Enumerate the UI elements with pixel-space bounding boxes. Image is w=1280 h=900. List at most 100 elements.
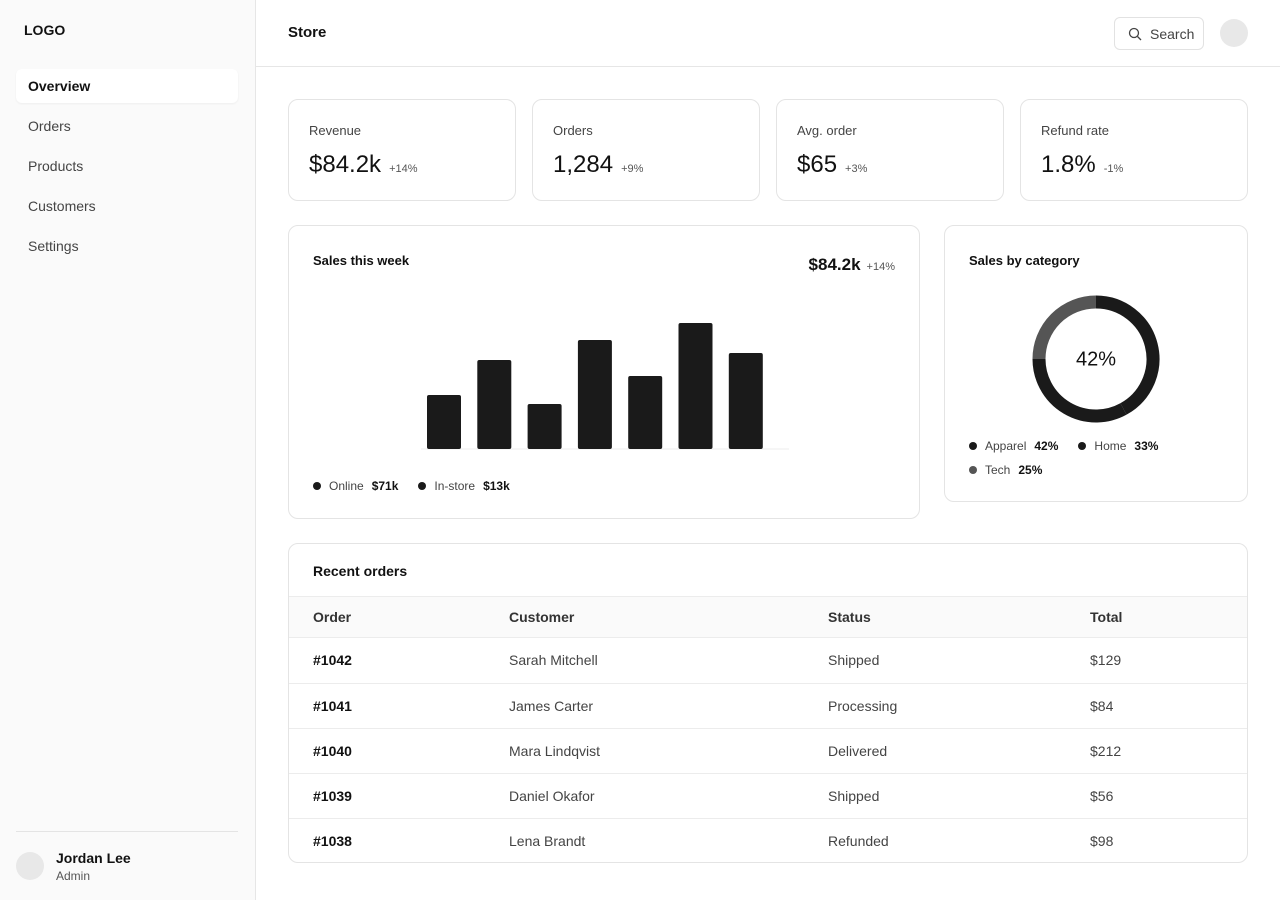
legend-dot xyxy=(969,466,977,474)
kpi-value: 1.8% xyxy=(1041,151,1096,178)
legend-value: 25% xyxy=(1018,463,1043,477)
bar xyxy=(527,404,562,449)
nav-item[interactable]: Products xyxy=(28,158,84,174)
table-cell: Delivered xyxy=(828,743,888,759)
legend-name: In-store xyxy=(434,479,476,493)
kpi-card: Refund rate 1.8% -1% xyxy=(1020,99,1248,201)
table-row[interactable]: #1041 James Carter Processing $84 xyxy=(289,683,1247,728)
kpi-card: Avg. order $65 +3% xyxy=(776,99,1004,201)
legend-value: 42% xyxy=(1034,439,1059,453)
kpi-change: +3% xyxy=(845,163,868,175)
table-cell: #1038 xyxy=(313,833,352,849)
kpi-value-row: $65 +3% xyxy=(797,151,867,179)
legend-dot xyxy=(1078,442,1087,450)
sales-total: $84.2k xyxy=(808,255,861,274)
table-row[interactable]: #1042 Sarah Mitchell Shipped $129 xyxy=(289,638,1247,683)
table-cell: $84 xyxy=(1090,698,1114,714)
sales-change: +14% xyxy=(866,261,895,273)
legend-name: Apparel xyxy=(985,439,1027,453)
sidebar: LOGO Overview Orders Products Customers Setti… xyxy=(0,0,256,900)
nav-item[interactable]: Overview xyxy=(16,69,238,103)
kpi-value-row: $84.2k +14% xyxy=(309,151,418,179)
legend-item: In-store $13k xyxy=(418,479,510,493)
search-button[interactable]: Search xyxy=(1114,17,1204,50)
table-header: Order Customer Status Total xyxy=(289,596,1247,638)
search-icon xyxy=(1128,27,1142,40)
kpi-value: $65 xyxy=(797,151,838,178)
table-cell: Processing xyxy=(828,698,898,714)
legend-value: $71k xyxy=(371,479,399,493)
table-row[interactable]: #1039 Daniel Okafor Shipped $56 xyxy=(289,773,1247,818)
category-legend: Apparel 42% Home 33% Tech 25% xyxy=(969,438,1199,478)
table-cell: Refunded xyxy=(828,833,889,849)
user-name: Jordan Lee xyxy=(56,850,131,866)
kpi-card: Orders 1,284 +9% xyxy=(532,99,760,201)
donut-segment xyxy=(1032,295,1097,360)
legend-name: Online xyxy=(329,479,364,493)
category-card: Sales by category 42% Apparel 42% Home 33% Tec… xyxy=(944,225,1248,502)
sales-total-row: $84.2k +14% xyxy=(809,255,895,275)
bar xyxy=(477,360,512,449)
legend-dot xyxy=(418,482,427,490)
table-cell: Lena Brandt xyxy=(509,833,586,849)
kpi-change: +14% xyxy=(389,163,418,175)
nav-item[interactable]: Settings xyxy=(28,238,79,254)
legend-value: $13k xyxy=(483,479,510,493)
kpi-label: Revenue xyxy=(309,123,362,138)
kpi-label: Orders xyxy=(553,123,593,138)
table-cell: Shipped xyxy=(828,788,880,804)
table-cell: Daniel Okafor xyxy=(509,788,595,804)
logo: LOGO xyxy=(24,22,66,38)
legend-item: Online $71k xyxy=(313,479,398,493)
kpi-label: Refund rate xyxy=(1041,123,1109,138)
bar xyxy=(427,395,461,449)
bar xyxy=(678,323,713,449)
search-icon-lens xyxy=(1128,27,1140,38)
divider xyxy=(16,831,238,832)
kpi-value-row: 1.8% -1% xyxy=(1041,151,1123,179)
user-role: Admin xyxy=(56,869,91,883)
column-header: Order xyxy=(313,609,352,625)
user-avatar xyxy=(16,852,44,880)
card-title: Recent orders xyxy=(313,563,408,579)
kpi-value: $84.2k xyxy=(309,151,382,178)
nav-item[interactable]: Customers xyxy=(28,198,96,214)
legend-item: Tech 25% xyxy=(969,462,1042,478)
table-cell: $98 xyxy=(1090,833,1114,849)
legend-name: Tech xyxy=(985,463,1011,477)
table-cell: #1039 xyxy=(313,788,352,804)
legend-dot xyxy=(969,442,977,450)
table-cell: $212 xyxy=(1090,743,1122,759)
legend-dot xyxy=(313,482,321,490)
table-row[interactable]: #1040 Mara Lindqvist Delivered $212 xyxy=(289,728,1247,773)
table-row[interactable]: #1038 Lena Brandt Refunded $98 xyxy=(289,818,1247,862)
header-avatar[interactable] xyxy=(1220,19,1248,47)
bar xyxy=(577,340,612,449)
nav-item[interactable]: Orders xyxy=(28,118,71,134)
kpi-change: -1% xyxy=(1103,163,1124,175)
donut-segment xyxy=(1095,295,1160,415)
search-label: Search xyxy=(1150,25,1195,42)
card-title: Sales by category xyxy=(969,253,1080,268)
legend-name: Home xyxy=(1094,439,1127,453)
table-cell: #1042 xyxy=(313,652,352,668)
table-cell: $129 xyxy=(1090,652,1122,668)
table-cell: Sarah Mitchell xyxy=(509,652,598,668)
legend-value: 33% xyxy=(1134,439,1159,453)
table-cell: #1041 xyxy=(313,698,352,714)
bar xyxy=(628,376,663,449)
table-cell: $56 xyxy=(1090,788,1114,804)
top-bar xyxy=(256,0,1280,67)
table-cell: Mara Lindqvist xyxy=(509,743,601,759)
kpi-value-row: 1,284 +9% xyxy=(553,151,643,179)
sales-week-card: Sales this week $84.2k +14% Online $71k In-st… xyxy=(288,225,920,519)
orders-card: Recent orders Order Customer Status Total #10… xyxy=(288,543,1248,863)
kpi-label: Avg. order xyxy=(797,123,857,138)
bar-chart xyxy=(421,323,789,450)
kpi-value: 1,284 xyxy=(553,151,614,178)
kpi-card: Revenue $84.2k +14% xyxy=(288,99,516,201)
donut-center-label: 42% xyxy=(1076,348,1116,370)
column-header: Customer xyxy=(509,609,575,625)
card-title: Sales this week xyxy=(313,253,410,268)
